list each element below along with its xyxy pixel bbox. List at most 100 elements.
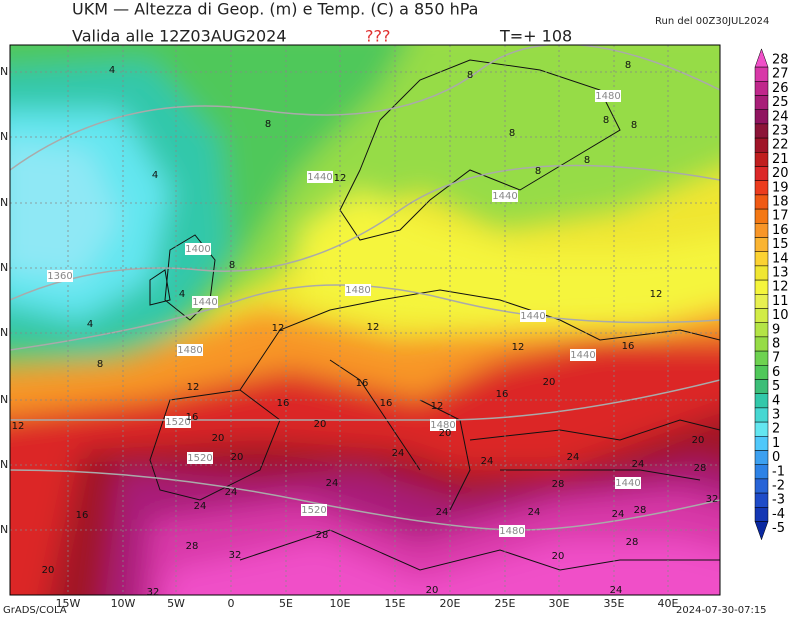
label-box [177, 344, 203, 356]
colorbar-swatch [754, 421, 769, 437]
contour-label: 8 [509, 128, 515, 139]
contour-label: 12 [650, 289, 663, 300]
graticule [10, 45, 720, 595]
colorbar-swatch [754, 152, 769, 167]
contour-label: 1440 [615, 478, 640, 489]
colorbar-label: 6 [772, 365, 780, 380]
contour-label: 28 [626, 537, 639, 548]
contour-label: 20 [212, 433, 225, 444]
colorbar-swatch [754, 137, 769, 153]
lat-label: N [0, 523, 8, 536]
colorbar-label: -1 [772, 464, 785, 479]
colorbar-label: 12 [772, 280, 789, 295]
contour-label: 24 [610, 585, 623, 596]
colorbar-swatch [754, 379, 769, 394]
contour-label: 20 [42, 565, 55, 576]
colorbar-swatch [754, 464, 769, 480]
colorbar-label: 27 [772, 67, 789, 82]
colorbar-swatch [754, 492, 769, 508]
contour-label: 12 [187, 382, 200, 393]
contour-label: 24 [528, 507, 541, 518]
temperature-field [10, 45, 720, 595]
colorbar-label: 11 [772, 294, 789, 309]
credit: GrADS/COLA [3, 605, 67, 616]
contour-label: 24 [632, 459, 645, 470]
contour-label: 16 [380, 398, 393, 409]
contour-label: 20 [543, 377, 556, 388]
contour-label: 12 [367, 322, 380, 333]
colorbar-label: 22 [772, 138, 789, 153]
colorbar-label: 10 [772, 308, 789, 323]
contour-label: 28 [634, 505, 647, 516]
lon-label: 5W [167, 597, 185, 610]
colorbar-swatch [754, 66, 769, 82]
colorbar-swatch [754, 365, 769, 380]
valid-time: Valida alle 12Z03AUG2024 [72, 27, 287, 46]
contour-label: 1480 [430, 420, 455, 431]
contour-label: 20 [314, 419, 327, 430]
colorbar-swatch [754, 478, 769, 494]
colorbar-label: 2 [772, 422, 780, 437]
colorbar-label: 7 [772, 351, 780, 366]
contour-label: 1480 [595, 91, 620, 102]
label-box [430, 419, 456, 431]
colorbar-label: 28 [772, 53, 789, 68]
contour-label: 24 [436, 507, 449, 518]
label-box [595, 90, 621, 102]
lon-label: 40E [658, 597, 679, 610]
colorbar-swatch [754, 265, 769, 281]
contour-label: 24 [481, 456, 494, 467]
contour-label: 8 [265, 119, 271, 130]
colorbar-swatch [754, 407, 769, 423]
contour-label: 8 [467, 70, 473, 81]
colorbar-swatch [754, 336, 769, 352]
colorbar-label: 15 [772, 237, 789, 252]
colorbar-swatch [754, 166, 769, 181]
colorbar-label: -5 [772, 521, 785, 536]
colorbar-label: 21 [772, 152, 789, 167]
contour-label: 28 [316, 530, 329, 541]
contour-label: 4 [179, 289, 185, 300]
contour-label: 4 [87, 319, 93, 330]
lon-label: 10E [330, 597, 351, 610]
contour-label: 1440 [520, 311, 545, 322]
lon-label: 30E [549, 597, 570, 610]
contour-label: 12 [512, 342, 525, 353]
colorbar-label: 25 [772, 95, 789, 110]
colorbar-swatch [754, 436, 769, 451]
map-frame [9, 44, 721, 596]
contour-label: 12 [272, 323, 285, 334]
label-box [345, 284, 371, 296]
colorbar-label: 16 [772, 223, 789, 238]
label-box [187, 452, 213, 464]
lon-label: 15E [385, 597, 406, 610]
contour-label: 4 [109, 65, 115, 76]
lat-label: N [0, 261, 8, 274]
contour-label: 20 [552, 551, 565, 562]
contour-label: 1520 [165, 417, 190, 428]
contour-label: 24 [612, 509, 625, 520]
colorbar-label: 4 [772, 393, 780, 408]
label-box [492, 190, 518, 202]
flag: ??? [365, 27, 390, 46]
colorbar-label: 19 [772, 180, 789, 195]
colorbar-label: 23 [772, 124, 789, 139]
label-box [307, 171, 333, 183]
contour-label: 8 [584, 155, 590, 166]
colorbar-swatch [754, 208, 769, 224]
contour-label: 8 [625, 60, 631, 71]
lon-label: 15W [56, 597, 81, 610]
colorbar-label: -4 [772, 507, 785, 522]
label-box [192, 296, 218, 308]
contour-label: 12 [12, 421, 25, 432]
colorbar-label: 13 [772, 266, 789, 281]
colorbar-swatch [754, 109, 769, 125]
lon-label: 35E [604, 597, 625, 610]
colorbar-label: -3 [772, 493, 785, 508]
contour-label: 1520 [187, 453, 212, 464]
forecast-step: T=+ 108 [499, 27, 572, 46]
contour-label: 1400 [185, 244, 210, 255]
label-box [185, 243, 211, 255]
colorbar-label: -2 [772, 479, 785, 494]
colorbar-swatch [754, 350, 769, 366]
